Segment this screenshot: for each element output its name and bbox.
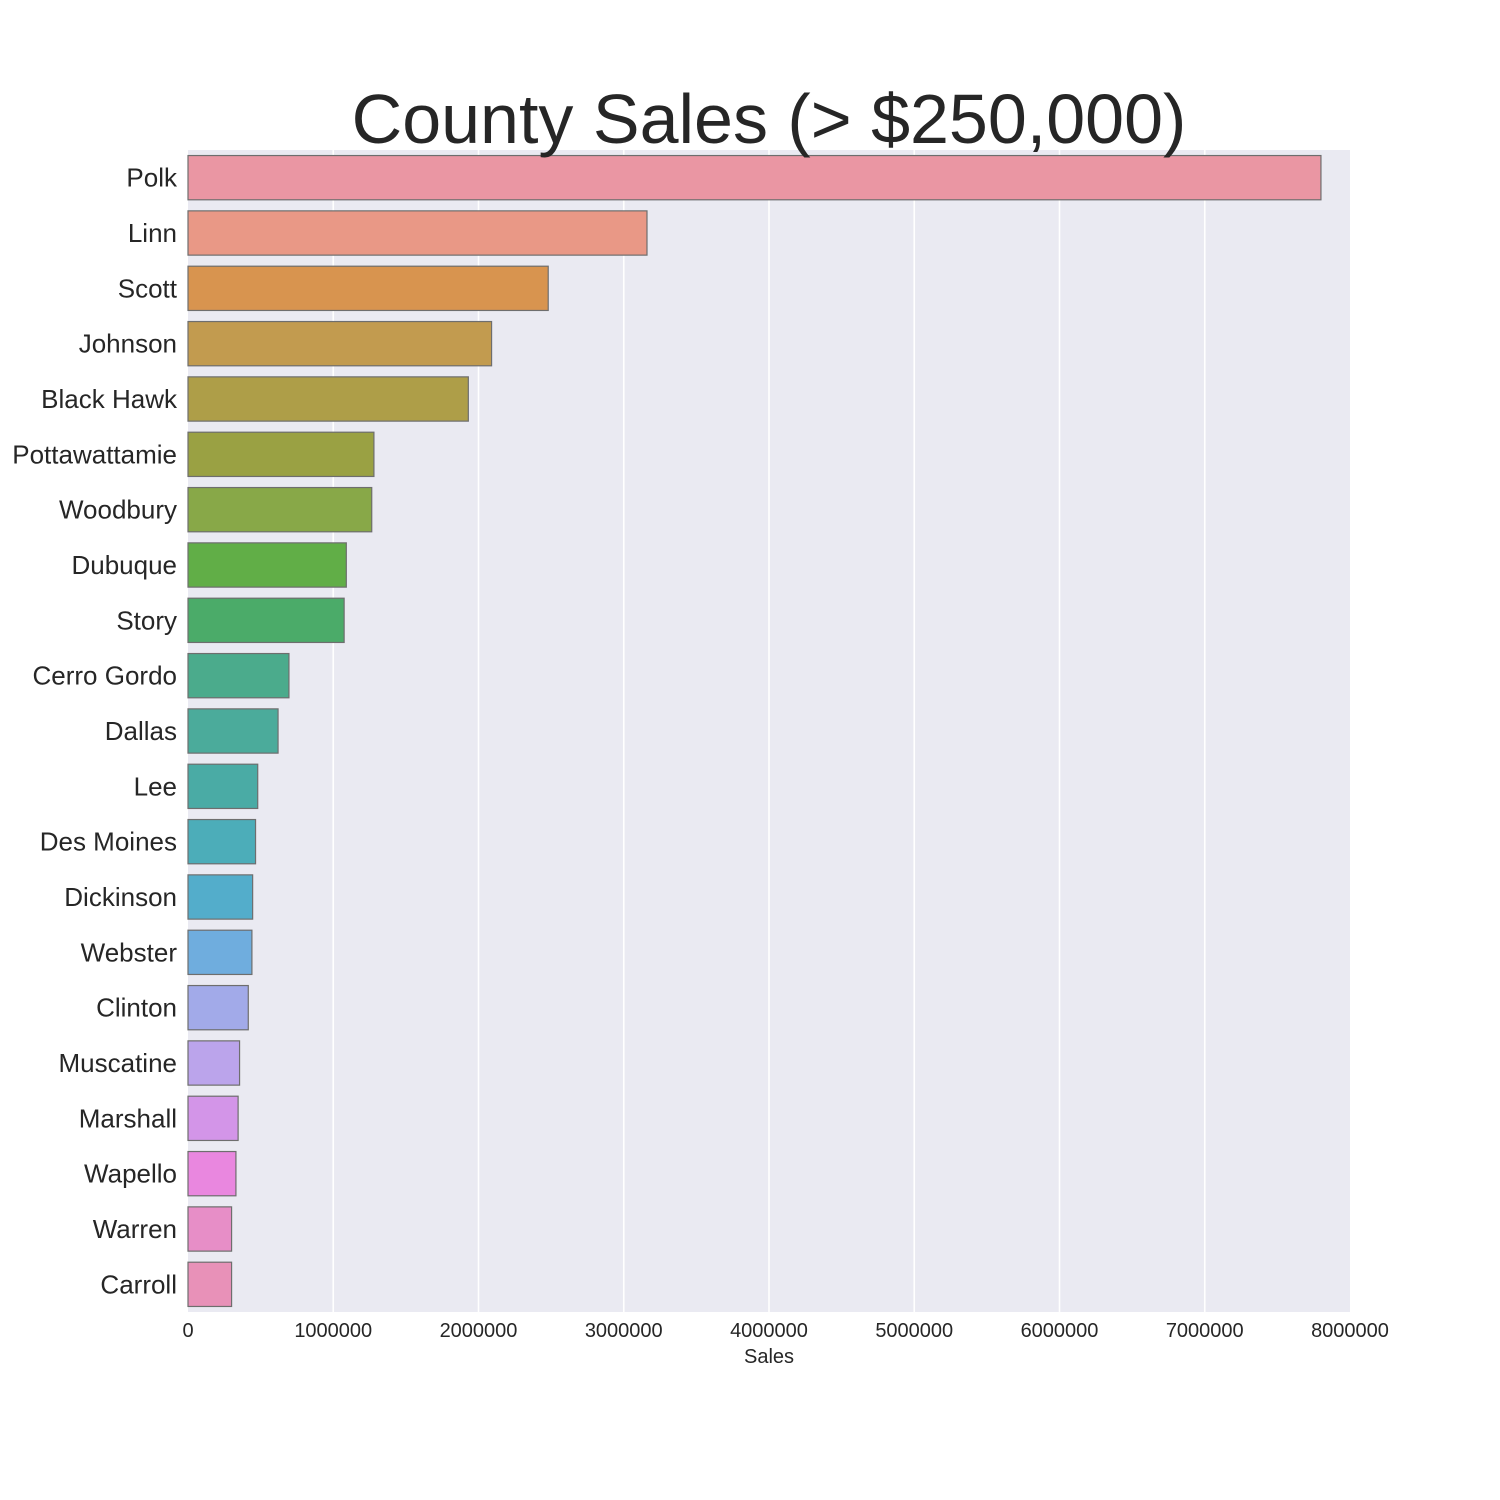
category-label: Marshall <box>79 1103 177 1133</box>
x-tick-label: 3000000 <box>585 1320 663 1342</box>
bar-story <box>187 597 345 644</box>
category-label: Cerro Gordo <box>33 661 178 691</box>
category-label: Carroll <box>100 1269 177 1299</box>
bar-dubuque <box>187 542 347 588</box>
x-tick-labels: 0 1000000 2000000 3000000 4000000 5000000 6000… <box>182 1320 1389 1342</box>
x-tick-label: 4000000 <box>730 1320 808 1342</box>
bar-clinton <box>187 984 249 1031</box>
category-label: Warren <box>93 1214 177 1244</box>
x-axis-label: Sales <box>744 1346 794 1368</box>
category-label: Dubuque <box>71 550 177 580</box>
category-label: Woodbury <box>59 495 177 525</box>
bar-black-hawk <box>187 376 469 422</box>
category-label: Webster <box>81 937 178 967</box>
x-tick-label: 5000000 <box>875 1320 953 1342</box>
bar-marshall <box>187 1095 239 1142</box>
bar-warren <box>187 1206 233 1252</box>
x-tick-label: 6000000 <box>1021 1320 1099 1342</box>
bars <box>187 154 1322 1308</box>
bar-dickinson <box>187 874 254 920</box>
bar-woodbury <box>187 486 373 533</box>
category-label: Polk <box>126 163 178 193</box>
category-label: Dickinson <box>64 882 177 912</box>
category-label: Dallas <box>105 716 177 746</box>
bar-scott <box>187 265 549 312</box>
bar-wapello <box>187 1150 237 1197</box>
category-label: Pottawattamie <box>12 439 177 469</box>
category-label: Muscatine <box>59 1048 178 1078</box>
bar-lee <box>187 763 259 810</box>
category-label: Lee <box>134 771 177 801</box>
category-label: Story <box>116 605 177 635</box>
bar-pottawattamie <box>187 431 375 478</box>
category-label: Wapello <box>84 1159 177 1189</box>
x-tick-label: 2000000 <box>440 1320 518 1342</box>
bar-carroll <box>187 1261 233 1308</box>
bar-dallas <box>187 708 279 754</box>
x-tick-label: 7000000 <box>1166 1320 1244 1342</box>
category-label: Scott <box>118 273 178 303</box>
category-label: Clinton <box>96 993 177 1023</box>
bar-webster <box>187 929 253 976</box>
chart-title: County Sales (> $250,000) <box>352 80 1187 158</box>
category-label: Linn <box>128 218 177 248</box>
bar-cerro-gordo <box>187 652 290 699</box>
bar-johnson <box>187 320 493 367</box>
category-labels: Polk Linn Scott Johnson Black Hawk Pottawatta… <box>12 163 178 1300</box>
category-label: Johnson <box>79 329 177 359</box>
category-label: Black Hawk <box>41 384 178 414</box>
bar-des-moines <box>187 818 257 865</box>
x-tick-label: 0 <box>182 1320 193 1342</box>
x-tick-label: 8000000 <box>1311 1320 1389 1342</box>
bar-linn <box>187 210 648 256</box>
bar-polk <box>187 154 1322 201</box>
x-tick-label: 1000000 <box>294 1320 372 1342</box>
category-label: Des Moines <box>40 827 177 857</box>
bar-muscatine <box>187 1040 241 1086</box>
